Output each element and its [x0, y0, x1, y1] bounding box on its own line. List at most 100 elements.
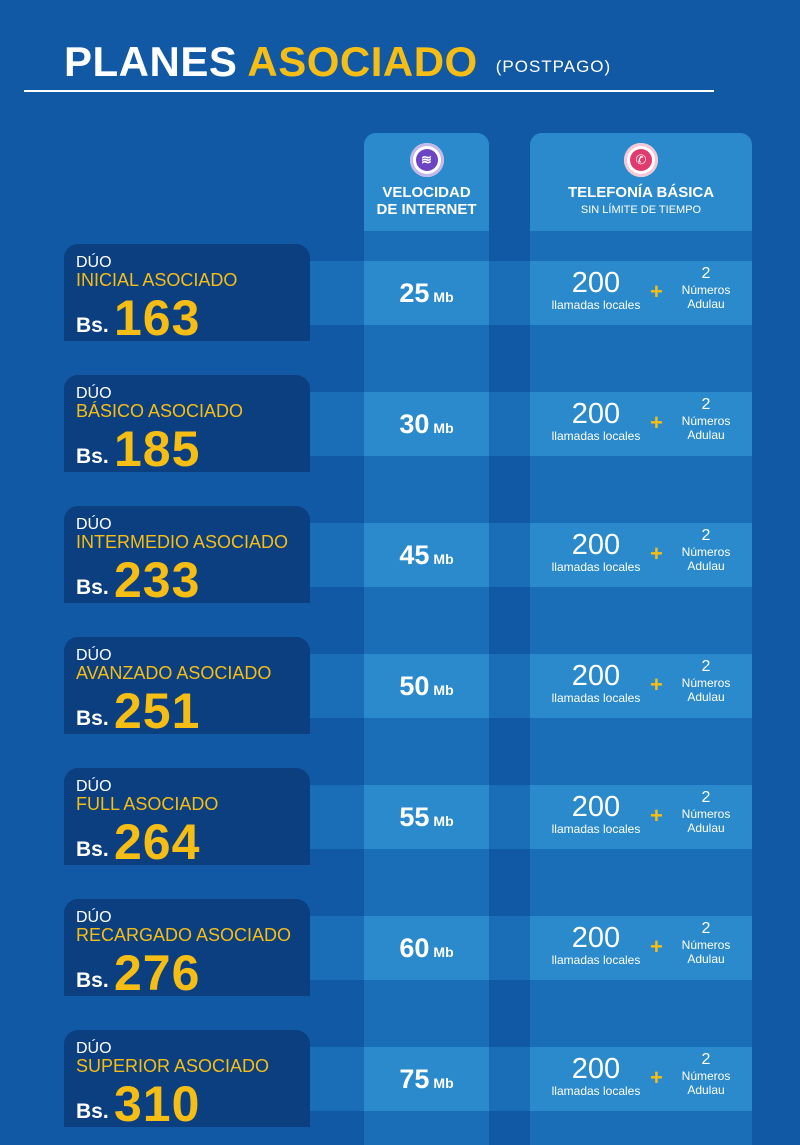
calls-block: 200 llamadas locales [540, 1054, 652, 1098]
telephony-cell: 200 llamadas locales +2 Números Adulau [530, 916, 752, 980]
calls-label: llamadas locales [551, 429, 641, 443]
numbers-label-2: Adulau [687, 559, 725, 573]
speed-value: 55 [399, 802, 430, 832]
plan-features-row: 25 Mb 200 llamadas locales +2 Números Adulau [310, 261, 752, 325]
title-divider [24, 90, 714, 92]
plan-name: INTERMEDIO ASOCIADO [76, 532, 289, 552]
calls-label: llamadas locales [551, 691, 641, 705]
numbers-block: 2 Números Adulau [673, 658, 739, 704]
plan-currency: Bs. [76, 576, 109, 599]
plan-features-row: 75 Mb 200 llamadas locales +2 Números Adulau [310, 1047, 752, 1111]
calls-label: llamadas locales [551, 822, 641, 836]
numbers-label-2: Adulau [687, 297, 725, 311]
plan-price-row: Bs. 251 [76, 683, 310, 739]
calls-block: 200 llamadas locales [540, 661, 652, 705]
numbers-block: 2 Números Adulau [673, 396, 739, 442]
numbers-block: 2 Números Adulau [673, 920, 739, 966]
numbers-label-2: Adulau [687, 1083, 725, 1097]
plan-name: RECARGADO ASOCIADO [76, 925, 292, 945]
plan-card: DÚO SUPERIOR ASOCIADO Bs. 310 [64, 1030, 310, 1132]
plan-features-row: 30 Mb 200 llamadas locales +2 Números Adulau [310, 392, 752, 456]
speed-column-title: VELOCIDAD DE INTERNET [376, 184, 477, 218]
speed-value: 75 [399, 1064, 430, 1094]
plan-name: FULL ASOCIADO [76, 794, 219, 814]
speed-unit: Mb [433, 682, 454, 698]
plus-sign: + [650, 934, 663, 959]
plan-name: AVANZADO ASOCIADO [76, 663, 272, 683]
plan-price-row: Bs. 310 [76, 1076, 310, 1132]
numbers-count: 2 [701, 396, 711, 413]
numbers-count: 2 [701, 265, 711, 282]
plus-sign: + [650, 410, 663, 435]
numbers-label: Números [681, 545, 731, 559]
numbers-block: 2 Números Adulau [673, 1051, 739, 1097]
speed-unit: Mb [433, 289, 454, 305]
plus-sign: + [650, 803, 663, 828]
plan-duo-label: DÚO [76, 1040, 112, 1057]
calls-label: llamadas locales [551, 1084, 641, 1098]
calls-count: 200 [571, 922, 621, 954]
numbers-label: Números [681, 938, 731, 952]
plan-duo-label: DÚO [76, 778, 112, 795]
telephony-cell: 200 llamadas locales +2 Números Adulau [530, 523, 752, 587]
title-planes: PLANES [64, 38, 238, 85]
numbers-label-2: Adulau [687, 821, 725, 835]
calls-count: 200 [571, 791, 621, 823]
calls-block: 200 llamadas locales [540, 399, 652, 443]
numbers-count: 2 [701, 1051, 711, 1068]
speed-cell: 55 Mb [364, 785, 489, 849]
numbers-count: 2 [701, 658, 711, 675]
numbers-label: Números [681, 414, 731, 428]
phone-icon: ✆ [624, 143, 658, 177]
telephony-column-header: ✆ TELEFONÍA BÁSICA SIN LÍMITE DE TIEMPO [530, 133, 752, 231]
plus-sign: + [650, 672, 663, 697]
numbers-label: Números [681, 807, 731, 821]
calls-count: 200 [571, 660, 621, 692]
plan-price: 251 [114, 683, 201, 739]
plan-duo-label: DÚO [76, 254, 112, 271]
plan-card: DÚO FULL ASOCIADO Bs. 264 [64, 768, 310, 870]
plan-name: INICIAL ASOCIADO [76, 270, 238, 290]
numbers-block: 2 Números Adulau [673, 265, 739, 311]
speed-unit: Mb [433, 551, 454, 567]
calls-label: llamadas locales [551, 560, 641, 574]
plan-card: DÚO RECARGADO ASOCIADO Bs. 276 [64, 899, 310, 1001]
telephony-column-subtitle: SIN LÍMITE DE TIEMPO [580, 204, 702, 216]
plan-currency: Bs. [76, 445, 109, 468]
speed-cell: 30 Mb [364, 392, 489, 456]
plan-price-row: Bs. 233 [76, 552, 310, 608]
plan-features-row: 60 Mb 200 llamadas locales +2 Números Adulau [310, 916, 752, 980]
plan-duo-label: DÚO [76, 516, 112, 533]
numbers-label: Números [681, 676, 731, 690]
plus-sign: + [650, 279, 663, 304]
speed-cell: 25 Mb [364, 261, 489, 325]
speed-value: 25 [399, 278, 430, 308]
plus-sign: + [650, 1065, 663, 1090]
numbers-count: 2 [701, 920, 711, 937]
plan-price: 264 [114, 814, 201, 870]
plan-price-row: Bs. 163 [76, 290, 310, 346]
numbers-block: 2 Números Adulau [673, 789, 739, 835]
plan-card: DÚO INTERMEDIO ASOCIADO Bs. 233 [64, 506, 310, 608]
plan-card: DÚO BÁSICO ASOCIADO Bs. 185 [64, 375, 310, 477]
plan-currency: Bs. [76, 707, 109, 730]
plan-currency: Bs. [76, 314, 109, 337]
plan-price: 310 [114, 1076, 201, 1132]
plus-sign: + [650, 541, 663, 566]
plan-price-row: Bs. 276 [76, 945, 310, 1001]
speed-cell: 75 Mb [364, 1047, 489, 1111]
calls-label: llamadas locales [551, 298, 641, 312]
speed-unit: Mb [433, 944, 454, 960]
plan-price: 163 [114, 290, 201, 346]
numbers-label: Números [681, 1069, 731, 1083]
calls-count: 200 [571, 1053, 621, 1085]
plan-currency: Bs. [76, 838, 109, 861]
calls-block: 200 llamadas locales [540, 923, 652, 967]
numbers-label-2: Adulau [687, 952, 725, 966]
title-postpago: (POSTPAGO) [495, 57, 612, 76]
calls-block: 200 llamadas locales [540, 268, 652, 312]
telephony-cell: 200 llamadas locales +2 Números Adulau [530, 261, 752, 325]
plan-price-row: Bs. 185 [76, 421, 310, 477]
plan-card: DÚO INICIAL ASOCIADO Bs. 163 [64, 244, 310, 346]
numbers-label: Números [681, 283, 731, 297]
